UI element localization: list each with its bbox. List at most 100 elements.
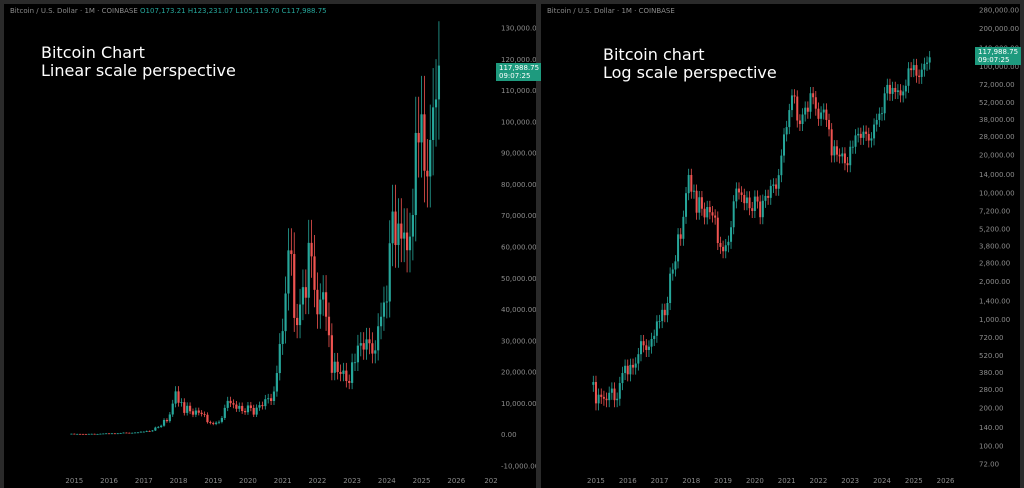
candle — [743, 188, 746, 211]
candle — [188, 402, 192, 415]
candle — [215, 421, 218, 426]
candle — [685, 186, 688, 224]
candle — [862, 125, 865, 145]
right-chart-panel[interactable]: Bitcoin / U.S. Dollar · 1M · COINBASE Bi… — [541, 4, 1022, 488]
candle — [621, 366, 624, 391]
candle — [391, 184, 394, 267]
candle — [875, 113, 878, 132]
candle — [356, 334, 360, 371]
y-tick-label: 50,000.00 — [501, 275, 536, 283]
x-tick-label: 2021 — [778, 477, 796, 485]
y-tick-label: 30,000.00 — [501, 337, 536, 345]
candle — [293, 232, 296, 332]
candle — [790, 89, 793, 118]
left-chart-panel[interactable]: Bitcoin / U.S. Dollar · 1M · COINBASE O1… — [4, 4, 543, 488]
high-value: H123,231.07 — [187, 7, 234, 15]
candle — [650, 332, 653, 354]
candle — [296, 303, 299, 339]
candle — [923, 57, 926, 77]
candle — [223, 404, 226, 420]
candle — [883, 87, 886, 121]
candle — [918, 69, 921, 84]
candle — [142, 431, 145, 433]
candle — [200, 410, 203, 417]
candle — [682, 210, 685, 246]
x-tick-label: 2022 — [810, 477, 828, 485]
candle — [740, 186, 743, 202]
candle — [157, 426, 160, 429]
right-symbol-header: Bitcoin / U.S. Dollar · 1M · COINBASE — [547, 7, 675, 15]
badge-countdown: 09:07:25 — [978, 56, 1010, 64]
candle — [212, 421, 215, 426]
candle — [255, 404, 258, 418]
candle — [238, 402, 241, 412]
candle — [714, 209, 717, 225]
badge-price: 117,988.75 — [978, 48, 1019, 56]
candle — [632, 358, 635, 375]
x-tick-label: 2019 — [204, 477, 222, 485]
candle — [206, 412, 209, 424]
candle — [397, 198, 400, 268]
candle — [76, 433, 79, 435]
candle — [232, 399, 235, 409]
y-tick-label: 52,000.00 — [979, 99, 1015, 107]
candle — [669, 267, 672, 311]
candle — [891, 81, 894, 101]
candle — [139, 431, 142, 433]
y-tick-label: 70,000.00 — [501, 212, 536, 220]
right-chart-canvas[interactable]: 280,000.00200,000.00140,000.00100,000.00… — [541, 4, 1020, 488]
candle — [732, 195, 735, 235]
y-tick-label: 10,000.00 — [501, 400, 536, 408]
candle — [243, 408, 247, 415]
candle — [677, 228, 680, 269]
left-chart-subtitle: Linear scale perspective — [41, 61, 236, 80]
candle — [298, 288, 302, 339]
candle — [888, 78, 891, 101]
candle — [246, 401, 250, 415]
candle — [162, 418, 166, 427]
candle — [220, 415, 224, 424]
candle — [658, 314, 661, 329]
candle — [788, 103, 791, 135]
candle — [284, 276, 287, 344]
candle — [235, 400, 238, 412]
candle — [168, 412, 171, 423]
candle — [180, 398, 183, 407]
candle — [319, 283, 322, 329]
candle — [420, 75, 423, 178]
candle — [915, 58, 918, 83]
candle — [388, 220, 391, 318]
candle — [183, 398, 186, 416]
candle — [851, 140, 854, 154]
candle — [841, 147, 844, 164]
candle — [99, 433, 102, 435]
candle — [748, 191, 751, 216]
candle — [727, 235, 730, 253]
candle — [272, 386, 276, 406]
candle — [405, 208, 409, 273]
candle — [745, 191, 748, 211]
x-tick-label: 2018 — [682, 477, 700, 485]
candle — [828, 113, 831, 137]
x-tick-label: 2025 — [413, 477, 431, 485]
candle — [217, 420, 221, 425]
x-tick-label: 2019 — [714, 477, 732, 485]
candle — [716, 211, 719, 251]
candle — [870, 132, 873, 148]
candle — [432, 68, 435, 176]
y-tick-label: 280,000.00 — [979, 6, 1019, 14]
candle — [359, 332, 362, 357]
candle — [896, 84, 899, 100]
y-tick-label: 380.00 — [979, 369, 1004, 377]
left-chart-canvas[interactable]: 130,000.00 120,000.00 110,000.00 100,000.00… — [4, 4, 536, 488]
candle — [698, 191, 701, 220]
candle — [128, 432, 131, 434]
candle — [316, 272, 319, 329]
candle — [695, 184, 698, 220]
candle — [902, 85, 905, 103]
candle — [663, 303, 666, 323]
candle — [843, 147, 846, 171]
y-tick-label: 280.00 — [979, 386, 1004, 394]
y-tick-label: 28,000.00 — [979, 133, 1015, 141]
candle — [437, 21, 441, 140]
